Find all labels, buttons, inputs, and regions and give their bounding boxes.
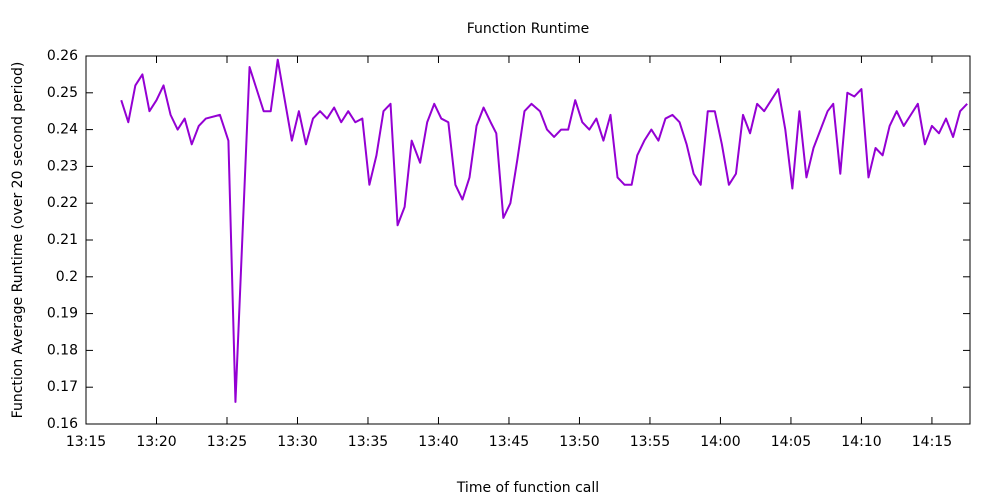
x-tick-label: 14:15 — [912, 434, 952, 450]
y-tick-label: 0.24 — [47, 122, 78, 138]
y-axis-label: Function Average Runtime (over 20 second… — [10, 62, 26, 419]
x-tick-label: 13:40 — [418, 434, 458, 450]
y-tick-label: 0.17 — [47, 379, 78, 395]
x-tick-label: 14:05 — [771, 434, 811, 450]
plot-border — [85, 55, 971, 425]
y-tick-label: 0.19 — [47, 306, 78, 322]
x-tick-label: 14:10 — [841, 434, 881, 450]
y-tick-label: 0.26 — [47, 48, 78, 64]
y-tick-label: 0.2 — [56, 269, 78, 285]
x-tick-label: 13:20 — [136, 434, 176, 450]
x-tick-label: 14:00 — [700, 434, 740, 450]
x-tick-label: 13:35 — [348, 434, 388, 450]
y-tick-label: 0.18 — [47, 342, 78, 358]
y-tick-label: 0.21 — [47, 232, 78, 248]
x-tick-label: 13:25 — [207, 434, 247, 450]
data-line — [120, 58, 968, 403]
x-tick-label: 13:15 — [66, 434, 106, 450]
x-tick-label: 13:45 — [489, 434, 529, 450]
x-tick-label: 13:50 — [559, 434, 599, 450]
y-tick-label: 0.22 — [47, 195, 78, 211]
chart-title: Function Runtime — [467, 21, 589, 37]
y-tick-label: 0.23 — [47, 158, 78, 174]
y-tick-label: 0.25 — [47, 85, 78, 101]
x-tick-label: 13:30 — [277, 434, 317, 450]
y-tick-label: 0.16 — [47, 416, 78, 432]
x-tick-label: 13:55 — [630, 434, 670, 450]
x-axis-label: Time of function call — [456, 480, 599, 496]
